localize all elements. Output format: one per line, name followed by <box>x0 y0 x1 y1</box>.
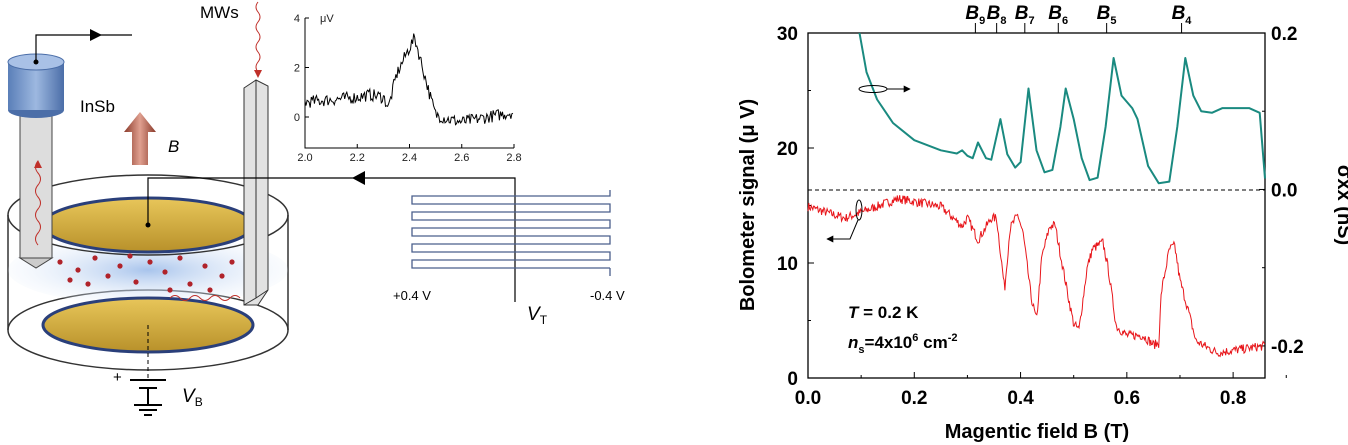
x-tick-label: 0.8 <box>1220 388 1246 409</box>
bolometer-rod <box>19 109 53 259</box>
magnetic-field-arrow-icon <box>124 112 156 165</box>
inset-x-tick-label: 2.4 <box>402 152 417 164</box>
inset-signal-line <box>304 33 514 126</box>
electron-dot <box>207 287 213 293</box>
bolometer-wave <box>35 160 41 246</box>
signal-arrow-icon <box>352 171 365 185</box>
outer-cell-top-rim <box>7 174 289 256</box>
y2-tick-label: 0.2 <box>1271 24 1297 45</box>
electron-dot <box>105 273 111 279</box>
landau-marker-label: B7 <box>1015 3 1035 27</box>
landau-marker-label: B5 <box>1097 3 1117 27</box>
plot-frame <box>807 32 1266 379</box>
electron-dot <box>92 255 98 261</box>
electron-dot <box>162 269 168 275</box>
electron-dot <box>75 267 81 273</box>
x-tick-label: 0.0 <box>795 388 821 409</box>
mw-input-wave <box>255 1 261 73</box>
y-axis-title: Bolometer signal (μ V) <box>737 99 759 311</box>
electron-dots <box>57 253 235 293</box>
vb-label: VB <box>182 386 203 409</box>
electron-dot <box>147 259 153 265</box>
landau-marker-label: B9 <box>965 3 985 27</box>
top-electrode-contact <box>145 222 151 228</box>
x-tick-label: 0.6 <box>1114 388 1140 409</box>
temperature-annotation: T = 0.2 K <box>848 303 919 322</box>
battery-icon <box>130 379 166 416</box>
outer-cell-wall <box>7 215 289 330</box>
plus-sign: + <box>113 369 122 386</box>
landau-marker-label: B4 <box>1172 3 1193 27</box>
x-tick-label: 0.2 <box>901 388 927 409</box>
electron-dot <box>85 281 91 287</box>
inset-y-tick-label: 4 <box>294 13 300 25</box>
meander-left-label: +0.4 V <box>393 288 431 303</box>
electron-dot <box>167 287 173 293</box>
mw-emission-wave <box>169 295 241 301</box>
inset-x-tick-label: 2.2 <box>350 152 365 164</box>
y2-tick-label: 0.0 <box>1271 180 1297 201</box>
insb-label: InSb <box>80 97 115 116</box>
electron-dot <box>202 263 208 269</box>
y2-tick-label: -0.2 <box>1271 337 1304 358</box>
electron-dot <box>67 277 73 283</box>
mws-label: MWs <box>200 3 239 22</box>
waveguide-edge <box>243 80 269 306</box>
inset-y-tick-label: 2 <box>294 63 300 75</box>
x-axis-title: Magentic field B (T) <box>945 421 1129 443</box>
electron-dot <box>177 255 183 261</box>
bolometer-wave-arrow <box>34 160 42 168</box>
electron-dot <box>229 259 235 265</box>
meander-right-label: -0.4 V <box>590 288 625 303</box>
electron-dot <box>219 273 225 279</box>
y-tick-label: 20 <box>777 139 798 160</box>
electron-dot <box>117 263 123 269</box>
top-electrode-line <box>147 177 516 302</box>
meander-gate <box>411 190 611 276</box>
y-tick-label: 30 <box>777 24 798 45</box>
main-chart: 0.0 0.2 0.4 0.6 0.8 0 10 20 30 -0.2 0.0 0.2 B9 B8 B7 B6… <box>737 3 1348 443</box>
inset-y-tick-label: 0 <box>294 112 300 124</box>
electron-dot <box>187 281 193 287</box>
bolometer-rod-tip <box>18 257 54 269</box>
electron-dot <box>57 259 63 265</box>
inset-x-tick-label: 2.8 <box>506 152 521 164</box>
inset-x-tick-label: 2.0 <box>297 152 312 164</box>
output-arrow-icon <box>90 29 102 41</box>
bolometer-signal-line <box>807 195 1266 358</box>
y-tick-label: 0 <box>787 369 798 390</box>
mw-input-arrow-icon <box>254 70 262 78</box>
electron-dot <box>127 253 133 259</box>
y-tick-label: 10 <box>777 254 798 275</box>
right-axis-indicator <box>858 85 911 93</box>
experimental-schematic: InSb B MWs +0.4 V -0.4 V VT + VB <box>7 1 625 416</box>
left-axis-indicator <box>826 199 863 243</box>
helium-haze <box>8 235 288 305</box>
landau-marker-label: B8 <box>987 3 1007 27</box>
left-arrow-icon <box>826 219 859 243</box>
inset-y-unit: μV <box>320 13 334 25</box>
sigma-xx-line <box>858 32 1266 185</box>
vt-label: VT <box>527 304 548 327</box>
b-field-label: B <box>168 137 179 156</box>
inset-axes <box>304 18 514 149</box>
electron-dot <box>133 279 139 285</box>
bolometer-curve-marker-icon <box>855 199 863 221</box>
landau-marker-label: B6 <box>1048 3 1068 27</box>
density-annotation: ns=4x106 cm-2 <box>848 332 957 356</box>
x-tick-label: 0.4 <box>1007 388 1034 409</box>
y2-axis-title: σxx (nS) <box>1333 165 1348 245</box>
inset-chart: 2.0 2.2 2.4 2.6 2.8 0 2 4 μV <box>294 13 522 164</box>
inset-x-tick-label: 2.6 <box>454 152 469 164</box>
